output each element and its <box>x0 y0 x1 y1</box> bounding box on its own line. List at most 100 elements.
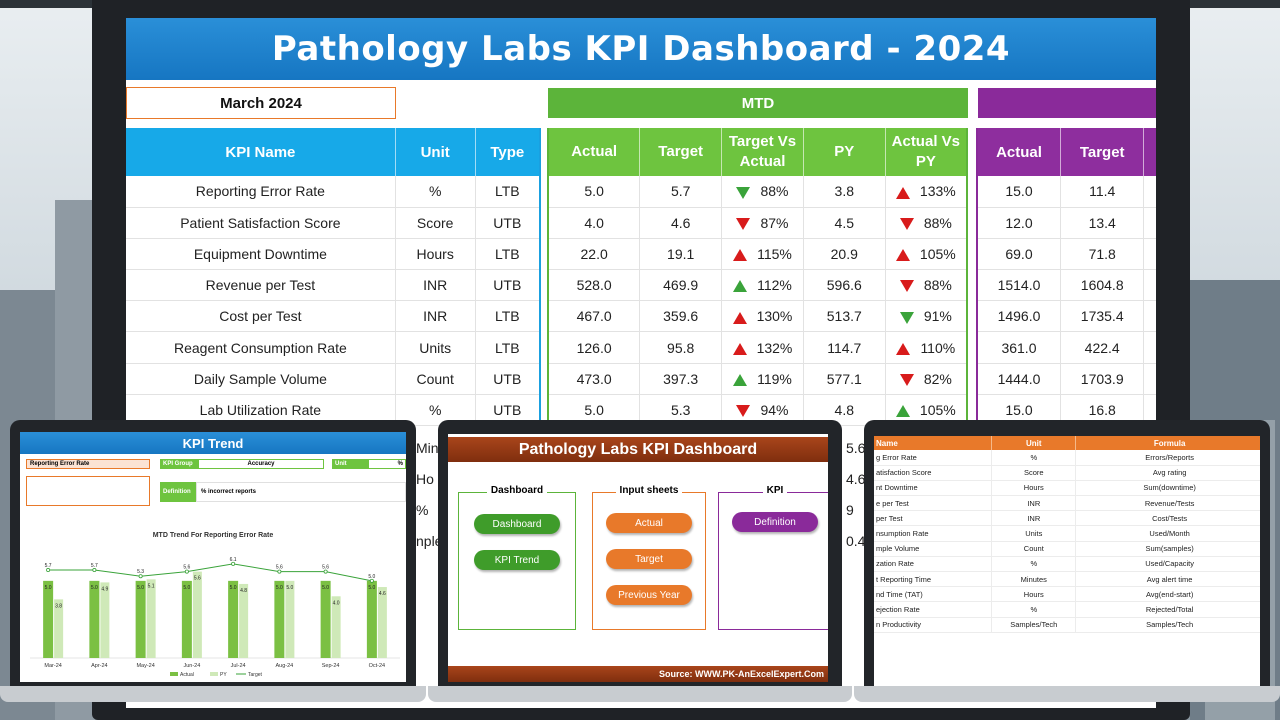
legend-py: PY <box>220 672 227 678</box>
tva-cell: 130% <box>721 300 804 333</box>
avp-value: 82% <box>923 370 952 387</box>
py-bar <box>146 579 156 658</box>
table-row: g Error Rate % Errors/Reports <box>874 450 1260 466</box>
menu-title: Pathology Labs KPI Dashboard <box>448 434 828 462</box>
tva-value: 88% <box>760 183 789 200</box>
peek-text: 0.4 <box>846 533 866 549</box>
table-row: 1496.0 1735.4 <box>977 300 1156 333</box>
def-name-cell: e per Test <box>874 495 993 512</box>
type-cell: LTB <box>475 300 541 333</box>
dashboard-button[interactable]: Dashboard <box>474 514 560 534</box>
def-col-formula: Formula <box>1075 436 1260 450</box>
kpi-name-cell: Revenue per Test <box>126 269 396 302</box>
actual-bar <box>320 580 331 658</box>
tva-cell: 88% <box>721 176 804 208</box>
table-row: atisfaction Score Score Avg rating <box>874 465 1260 481</box>
unit-cell: INR <box>395 269 476 302</box>
ytd-target-cell: 422.4 <box>1060 331 1145 364</box>
month-selector[interactable]: March 2024 <box>126 87 396 119</box>
avp-value: 110% <box>920 339 956 356</box>
target-cell: 19.1 <box>639 238 723 271</box>
actual-bar <box>43 580 54 658</box>
trend-arrow-icon <box>899 280 914 293</box>
laptop-base <box>854 686 1280 702</box>
ytd-header <box>978 88 1156 118</box>
definition-button[interactable]: Definition <box>732 512 818 532</box>
col-ytd-actual: Actual <box>977 128 1061 176</box>
trend-arrow-icon <box>899 311 914 324</box>
avp-value: 88% <box>923 277 952 294</box>
trend-arrow-icon <box>732 311 747 324</box>
menu-screen: Pathology Labs KPI Dashboard Dashboard D… <box>448 434 828 682</box>
tva-cell: 119% <box>721 363 804 395</box>
table-row: 5.0 5.7 88% 3.8 133% <box>548 176 968 208</box>
actual-bar <box>274 580 285 658</box>
py-cell: 3.8 <box>803 176 886 208</box>
actual-data-label: 5.0 <box>230 585 237 591</box>
trend-kpi-selector[interactable]: Reporting Error Rate <box>26 459 150 469</box>
table-row: Revenue per Test INR UTB <box>126 269 541 302</box>
menu-footer: Source: WWW.PK-AnExcelExpert.Com <box>448 666 828 682</box>
unit-cell: Score <box>395 207 476 239</box>
target-button[interactable]: Target <box>606 549 692 569</box>
previous-year-button[interactable]: Previous Year <box>606 585 692 605</box>
table-row: t Reporting Time Minutes Avg alert time <box>874 571 1260 588</box>
kpi-name-cell: Reporting Error Rate <box>126 176 396 208</box>
laptop-base <box>0 686 426 702</box>
table-row: Cost per Test INR LTB <box>126 300 541 333</box>
def-unit-cell: % <box>991 556 1077 573</box>
target-cell: 4.6 <box>639 207 723 239</box>
table-row: 12.0 13.4 <box>977 207 1156 239</box>
ytd-actual-cell: 361.0 <box>977 331 1061 364</box>
x-tick-label: Jun-24 <box>183 663 200 669</box>
table-row: 22.0 19.1 115% 20.9 105% <box>548 238 968 271</box>
group-kpi: KPI <box>718 485 828 630</box>
type-cell: LTB <box>475 238 541 271</box>
trend-laptop: KPI Trend Reporting Error Rate KPI Group… <box>0 420 426 702</box>
ytd-target-cell: 11.4 <box>1060 176 1145 208</box>
trend-arrow-icon <box>899 218 914 231</box>
table-row: 15.0 11.4 <box>977 176 1156 208</box>
def-formula-cell: Avg rating <box>1075 465 1260 481</box>
trend-group-value: Accuracy <box>198 459 324 469</box>
def-formula-cell: Revenue/Tests <box>1075 495 1260 512</box>
target-point <box>92 568 97 573</box>
type-cell: LTB <box>475 331 541 364</box>
def-formula-cell: Rejected/Total <box>1075 601 1260 618</box>
actual-button[interactable]: Actual <box>606 513 692 533</box>
unit-cell: Units <box>395 331 476 364</box>
peek-text: % <box>416 502 429 518</box>
target-cell: 469.9 <box>639 269 723 302</box>
trend-blank-box <box>26 476 150 506</box>
x-tick-label: Mar-24 <box>44 663 61 669</box>
def-unit-cell: % <box>991 601 1077 618</box>
def-unit-cell: Minutes <box>991 571 1077 588</box>
py-cell: 20.9 <box>803 238 886 271</box>
def-name-cell: t Reporting Time <box>874 571 993 588</box>
def-formula-cell: Sum(samples) <box>1075 541 1260 557</box>
trend-arrow-icon <box>895 249 910 262</box>
table-row: 467.0 359.6 130% 513.7 91% <box>548 300 968 333</box>
ytd-actual-cell: 15.0 <box>977 176 1061 208</box>
def-formula-cell: Avg alert time <box>1075 571 1260 588</box>
def-formula-cell: Samples/Tech <box>1075 617 1260 633</box>
def-name-cell: nt Downtime <box>874 480 993 497</box>
legend-py-swatch <box>210 672 218 676</box>
table-row: nt Downtime Hours Sum(downtime) <box>874 480 1260 497</box>
table-row: Reporting Error Rate % LTB <box>126 176 541 208</box>
actual-data-label: 5.0 <box>91 585 98 591</box>
target-data-label: 5.7 <box>45 563 52 569</box>
col-py: PY <box>803 128 886 176</box>
kpi-trend-button[interactable]: KPI Trend <box>474 550 560 570</box>
col-actual-vs-py: Actual Vs PY <box>885 128 968 176</box>
mtd-table: Actual Target Target Vs Actual PY Actual… <box>547 128 968 427</box>
actual-data-label: 5.0 <box>322 585 329 591</box>
def-unit-cell: Hours <box>991 586 1077 603</box>
trend-arrow-icon <box>732 342 747 355</box>
py-cell: 4.5 <box>803 207 886 239</box>
trend-def-value: % incorrect reports <box>196 482 406 502</box>
target-data-label: 5.6 <box>322 565 329 571</box>
trend-arrow-icon <box>899 374 914 387</box>
py-data-label: 5.6 <box>194 576 201 582</box>
def-name-cell: n Productivity <box>874 617 993 633</box>
